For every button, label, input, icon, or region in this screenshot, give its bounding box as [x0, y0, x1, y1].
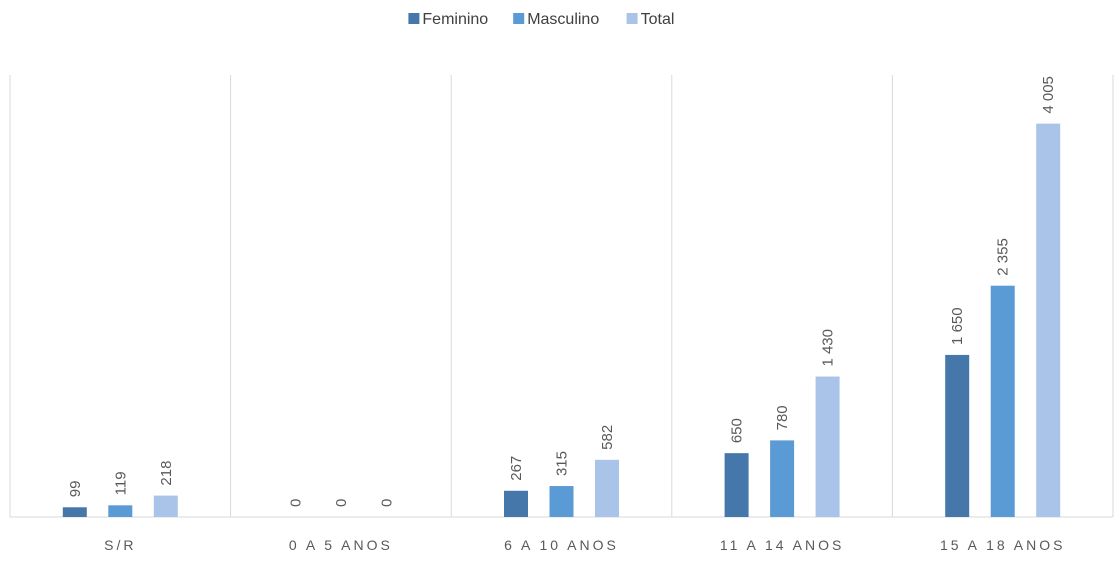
- legend-swatch: [513, 13, 525, 24]
- data-label: 267: [508, 456, 525, 481]
- bar: [724, 453, 749, 517]
- data-label: 2 355: [995, 238, 1012, 276]
- data-label: 99: [67, 481, 84, 498]
- data-label: 650: [729, 418, 746, 443]
- data-label: 218: [158, 461, 175, 486]
- bar: [990, 285, 1015, 517]
- x-tick-label: 11 A 14 ANOS: [720, 537, 844, 553]
- data-label: 119: [112, 471, 129, 495]
- data-label: 780: [774, 405, 791, 430]
- data-label: 0: [378, 499, 395, 507]
- data-label: 4 005: [1040, 76, 1057, 114]
- bar: [504, 490, 528, 517]
- legend-swatch: [626, 13, 638, 24]
- x-tick-label: 6 A 10 ANOS: [504, 537, 619, 553]
- bar: [1036, 123, 1061, 518]
- bar: [153, 495, 178, 517]
- x-tick-label: S/R: [104, 537, 136, 553]
- bar: [108, 505, 133, 517]
- bar: [770, 440, 795, 517]
- data-label: 582: [599, 425, 616, 450]
- data-label: 1 650: [949, 307, 966, 345]
- data-label: 0: [287, 499, 304, 507]
- bar: [945, 354, 970, 517]
- legend: Feminino Masculino Total: [408, 11, 674, 28]
- data-label: 315: [554, 451, 571, 476]
- legend-label: Feminino: [422, 11, 488, 28]
- bar: [549, 486, 574, 517]
- bar: [62, 507, 87, 517]
- x-tick-label: 15 A 18 ANOS: [940, 537, 1066, 553]
- legend-label: Masculino: [527, 11, 599, 28]
- bar: [595, 459, 619, 517]
- data-label: 1 430: [820, 329, 837, 367]
- data-label: 0: [333, 499, 350, 507]
- legend-label: Total: [641, 11, 675, 28]
- bar: [815, 376, 840, 517]
- legend-swatch: [408, 13, 420, 24]
- x-tick-label: 0 A 5 ANOS: [289, 537, 393, 553]
